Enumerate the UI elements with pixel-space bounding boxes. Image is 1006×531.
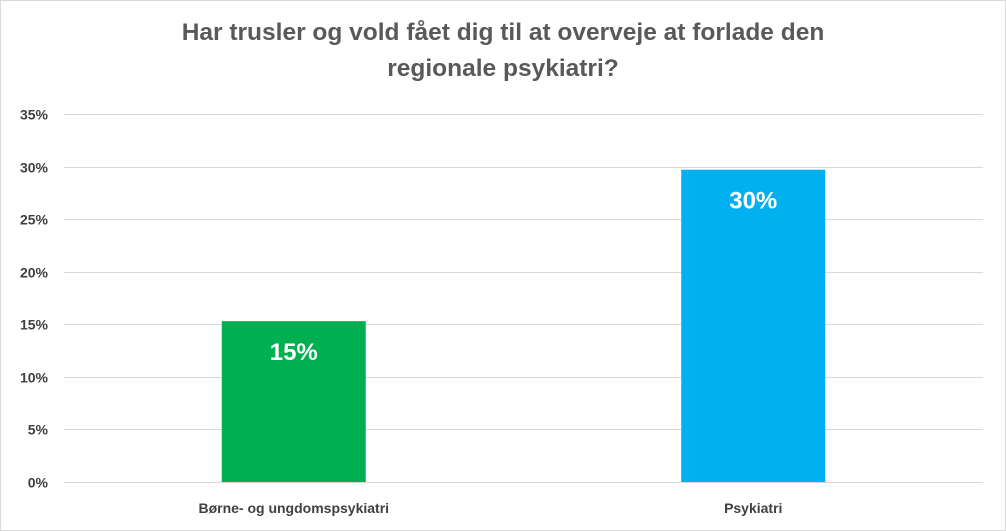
y-tick-label: 10% bbox=[20, 370, 49, 386]
gridlines bbox=[64, 114, 983, 483]
data-label: 30% bbox=[729, 188, 777, 215]
y-tick-label: 5% bbox=[28, 422, 49, 438]
chart-title-line-1: Har trusler og vold fået dig til at over… bbox=[181, 19, 825, 46]
y-tick-label: 35% bbox=[20, 107, 49, 123]
data-labels: 15% 30% bbox=[270, 188, 778, 366]
y-axis-tick-labels: 0% 5% 10% 15% 20% 25% 30% 35% bbox=[20, 107, 49, 491]
data-label: 15% bbox=[270, 339, 318, 366]
bar bbox=[681, 169, 826, 482]
category-label: Børne- og ungdomspsykiatri bbox=[198, 500, 389, 516]
chart-title: Har trusler og vold fået dig til at over… bbox=[1, 15, 1005, 87]
chart-title-line-2: regionale psykiatri? bbox=[387, 55, 619, 82]
y-tick-label: 0% bbox=[28, 475, 49, 491]
y-tick-label: 30% bbox=[20, 160, 49, 176]
y-tick-label: 15% bbox=[20, 317, 49, 333]
bars bbox=[221, 169, 826, 482]
x-axis-category-labels: Børne- og ungdomspsykiatri Psykiatri bbox=[198, 500, 782, 516]
y-tick-label: 20% bbox=[20, 265, 49, 281]
y-tick-label: 25% bbox=[20, 212, 49, 228]
category-label: Psykiatri bbox=[724, 500, 782, 516]
bar bbox=[221, 321, 366, 482]
